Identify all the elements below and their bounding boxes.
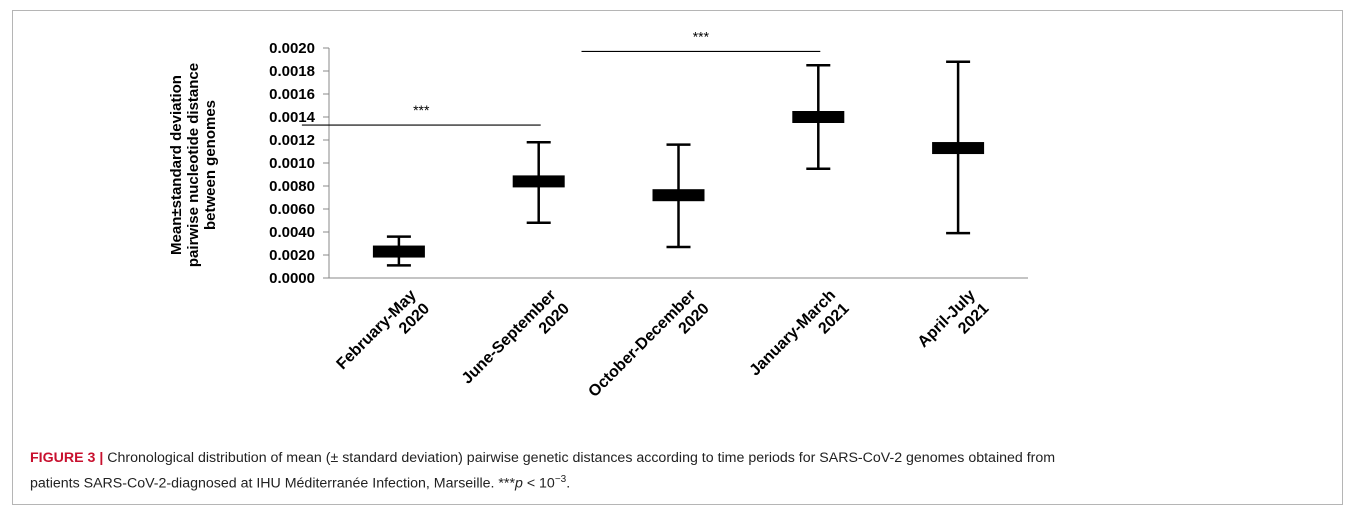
y-tick-label: 0.0060 (269, 201, 315, 218)
caption-text-1: Chronological distribution of mean (± st… (103, 450, 1056, 466)
x-category-label-line: October-December (585, 287, 699, 401)
mean-marker (652, 189, 705, 202)
y-tick-label: 0.0012 (269, 132, 315, 149)
x-category-label: February-May2020 (334, 287, 434, 387)
caption-end: . (566, 475, 571, 492)
x-category-label: June-September2020 (459, 287, 573, 401)
mean-marker (792, 111, 845, 123)
figure-frame (12, 10, 1343, 505)
y-tick-label: 0.0000 (269, 270, 315, 287)
significance-label: *** (693, 28, 710, 44)
y-axis-title-line: Mean±standard deviation (168, 75, 185, 255)
y-axis-title: Mean±standard deviation pairwise nucleoti… (168, 63, 219, 267)
y-tick-label: 0.0080 (269, 178, 315, 195)
p-threshold: < 10 (522, 475, 555, 492)
significance-annotations: *** *** (301, 28, 821, 126)
y-axis-title-line: pairwise nucleotide distance (185, 63, 202, 267)
y-tick-label: 0.0010 (269, 155, 315, 172)
y-axis-ticks: 0.0000 0.0020 0.0040 0.0060 0.0080 0.0010 0.00… (269, 40, 329, 287)
caption-line-1: FIGURE 3 | Chronological distribution of… (30, 448, 1330, 469)
x-category-label-line: June-September (459, 287, 560, 388)
p-symbol: p (514, 475, 523, 492)
y-tick-label: 0.0018 (269, 63, 315, 80)
error-bars (372, 60, 985, 267)
y-tick-label: 0.0020 (269, 247, 315, 264)
mean-marker (372, 245, 425, 258)
y-axis-title-line: between genomes (202, 100, 219, 230)
significance-label: *** (413, 102, 430, 118)
mean-marker (512, 175, 565, 188)
x-axis-categories: February-May2020 June-September2020 Octobe… (334, 287, 993, 414)
y-tick-label: 0.0020 (269, 40, 315, 57)
x-category-label: October-December2020 (585, 287, 712, 414)
x-category-label: January-March2021 (747, 287, 853, 393)
figure-label: FIGURE 3 | (30, 450, 104, 466)
y-tick-label: 0.0040 (269, 224, 315, 241)
caption-line-2: patients SARS-CoV-2-diagnosed at IHU Méd… (30, 469, 1330, 495)
error-bar-chart: Mean±standard deviation pairwise nucleoti… (168, 28, 1028, 414)
figure-caption: FIGURE 3 | Chronological distribution of… (30, 448, 1330, 495)
y-tick-label: 0.0016 (269, 86, 315, 103)
caption-text-2: patients SARS-CoV-2-diagnosed at IHU Méd… (30, 475, 515, 492)
x-category-label: April-July2021 (915, 287, 993, 365)
mean-marker (932, 142, 985, 155)
p-exponent: −3 (554, 474, 567, 485)
y-tick-label: 0.0014 (269, 109, 316, 126)
